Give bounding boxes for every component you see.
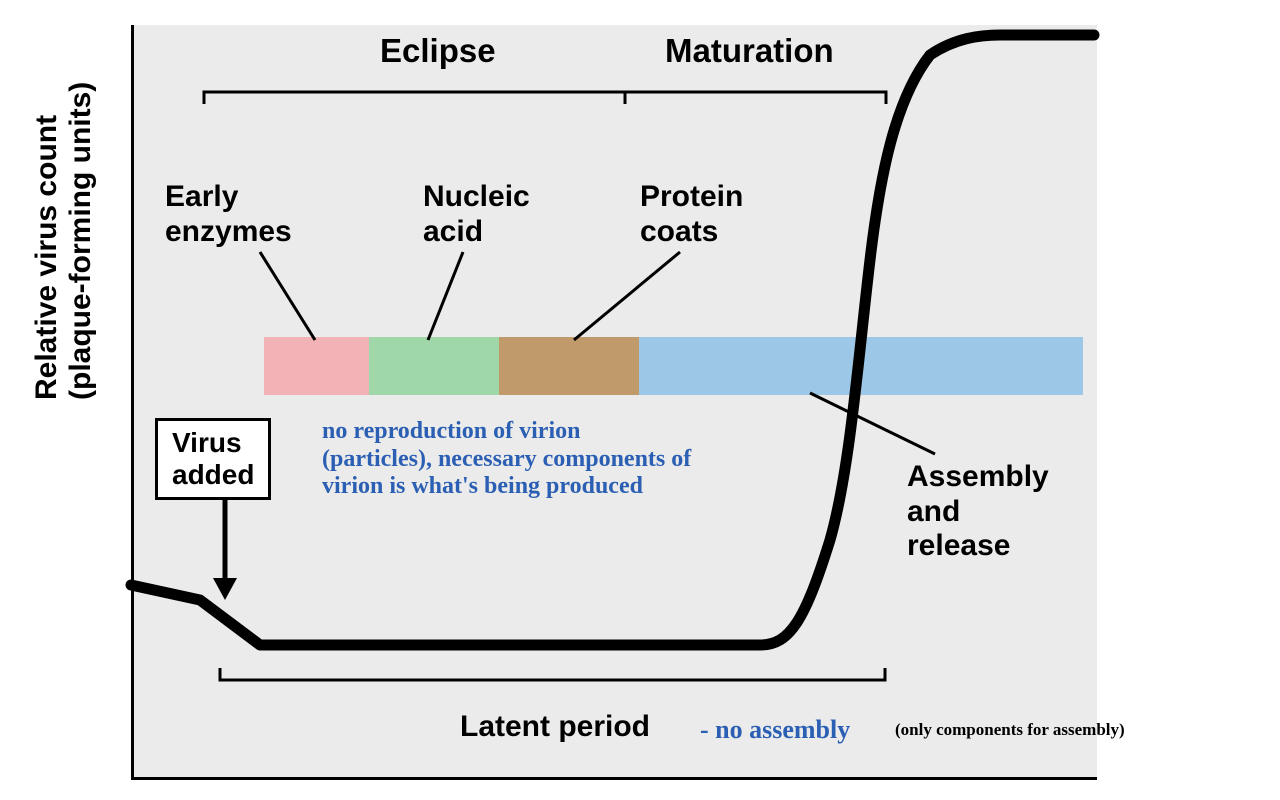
label-assembly-release-l3: release xyxy=(907,529,1010,562)
virus-added-l1: Virus xyxy=(172,427,242,458)
annotation-eclipse-note: no reproduction of virion (particles), n… xyxy=(322,418,692,501)
label-nucleic-acid-l2: acid xyxy=(423,215,483,248)
label-protein-coats: Protein coats xyxy=(640,180,743,249)
phase-label-maturation: Maturation xyxy=(665,32,834,70)
phase-label-eclipse: Eclipse xyxy=(380,32,496,70)
label-nucleic-acid-l1: Nucleic xyxy=(423,180,530,213)
label-assembly-release-l1: Assembly xyxy=(907,460,1049,493)
annotation-latent-note: - no assembly xyxy=(700,715,850,745)
label-assembly-release: Assembly and release xyxy=(907,460,1049,564)
virus-added-l2: added xyxy=(172,459,254,490)
label-early-enzymes-l2: enzymes xyxy=(165,215,292,248)
label-latent-period: Latent period xyxy=(460,710,650,745)
label-protein-coats-l2: coats xyxy=(640,215,718,248)
label-assembly-release-l2: and xyxy=(907,495,960,528)
line-layer xyxy=(0,0,1280,800)
diagram-stage: Relative virus count (plaque-forming uni… xyxy=(0,0,1280,800)
label-early-enzymes: Early enzymes xyxy=(165,180,292,249)
virus-added-box: Virus added xyxy=(155,418,271,500)
label-nucleic-acid: Nucleic acid xyxy=(423,180,530,249)
label-protein-coats-l1: Protein xyxy=(640,180,743,213)
label-early-enzymes-l1: Early xyxy=(165,180,238,213)
annotation-latent-note2: (only components for assembly) xyxy=(895,720,1125,740)
